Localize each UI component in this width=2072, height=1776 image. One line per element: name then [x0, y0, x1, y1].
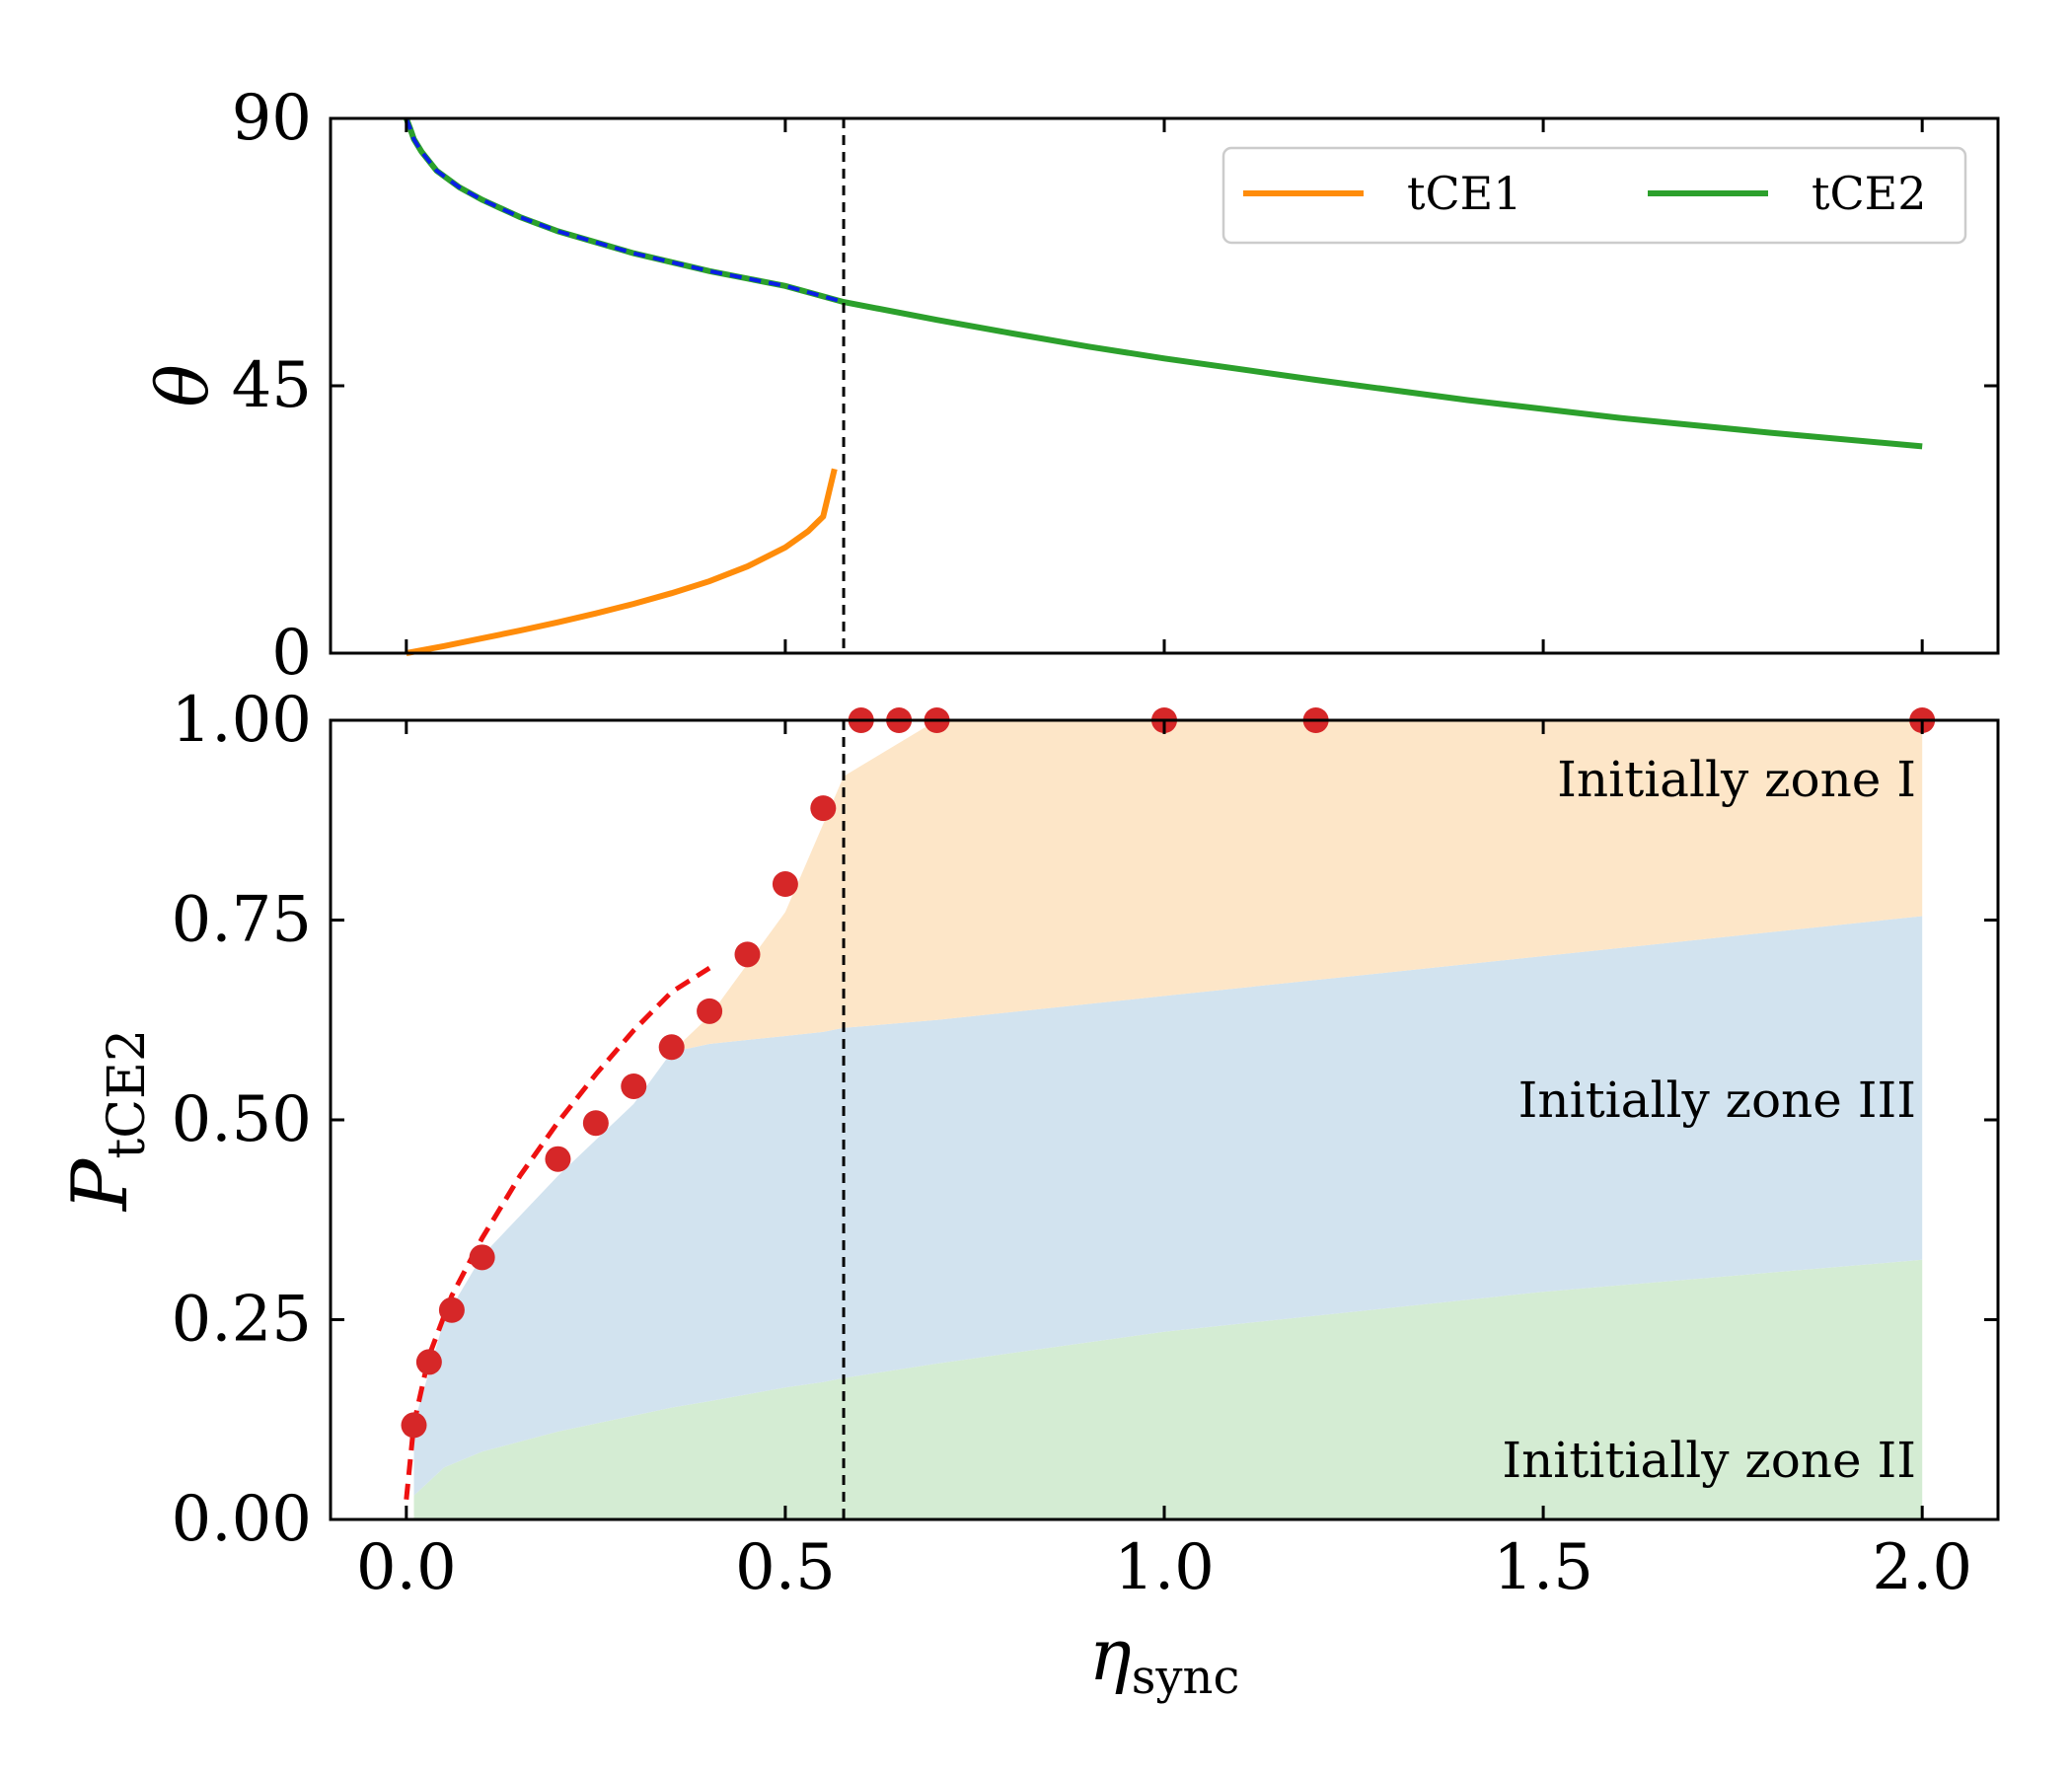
- legend-label-tce2: tCE2: [1812, 167, 1927, 220]
- svg-text:PtCE2: PtCE2: [56, 1029, 157, 1213]
- bottom-xlabel-var: η: [1089, 1613, 1132, 1696]
- data-points: [401, 707, 1936, 1439]
- top-ytick-label: 45: [232, 349, 312, 422]
- legend-frame: [1221, 146, 1967, 245]
- series-line-tce1: [406, 468, 838, 656]
- bottom-xtick-labels: 0.0 0.5 1.0 1.5 2.0: [356, 1531, 1972, 1604]
- bottom-ytick-label: 0.25: [172, 1284, 313, 1357]
- top-ticks: [331, 116, 1998, 655]
- bottom-ytick-label: 1.00: [172, 684, 313, 757]
- data-point: [582, 1110, 609, 1137]
- data-point: [415, 1349, 442, 1375]
- bottom-xtick-label: 1.5: [1493, 1531, 1593, 1604]
- data-point: [734, 941, 761, 968]
- data-point: [469, 1244, 495, 1271]
- bottom-ytick-label: 0.50: [172, 1083, 313, 1156]
- bottom-xtick-label: 0.0: [356, 1531, 457, 1604]
- bottom-xlabel-sub: sync: [1132, 1650, 1240, 1705]
- series-line-analytic-dashed: [404, 117, 845, 305]
- legend-label-tce1: tCE1: [1407, 167, 1522, 220]
- top-ylabel: θ: [141, 364, 224, 407]
- data-point: [697, 998, 723, 1024]
- fit-curve-group: [404, 965, 711, 1501]
- annotation-zone-1: Initially zone I: [1557, 751, 1916, 808]
- top-ytick-label: 0: [271, 617, 312, 690]
- bottom-ylabel-var: P: [56, 1157, 145, 1213]
- data-point: [810, 795, 837, 822]
- zone-bands: [413, 720, 1923, 1519]
- data-point: [621, 1073, 647, 1099]
- band-zone-2: [413, 1259, 1923, 1519]
- bottom-ylabel: PtCE2: [56, 1029, 157, 1213]
- annotation-zone-3: Initially zone III: [1518, 1072, 1916, 1129]
- top-panel: 0 45 90 θ tCE1 tCE2: [141, 82, 2000, 690]
- data-point: [545, 1146, 571, 1172]
- bottom-panel: 0.00 0.25 0.50 0.75 1.00 0.0 0.5 1.0 1.5…: [56, 684, 2000, 1705]
- bottom-xtick-label: 0.5: [735, 1531, 836, 1604]
- band-zone-1: [413, 720, 1923, 1424]
- bottom-xlabel: ηsync: [1089, 1613, 1240, 1705]
- bottom-ticks: [331, 718, 1998, 1521]
- bottom-ylabel-sub: tCE2: [98, 1029, 157, 1159]
- data-point: [658, 1034, 685, 1061]
- bottom-xtick-label: 1.0: [1114, 1531, 1215, 1604]
- bottom-ytick-label: 0.75: [172, 884, 313, 957]
- data-point: [772, 871, 798, 898]
- data-point: [438, 1296, 465, 1323]
- bottom-xtick-label: 2.0: [1872, 1531, 1972, 1604]
- band-zone-3: [413, 916, 1923, 1496]
- bottom-ytick-label: 0.00: [172, 1483, 313, 1556]
- top-ytick-labels: 0 45 90: [232, 82, 312, 690]
- fit-curve-dashed: [404, 965, 711, 1501]
- top-ytick-label: 90: [232, 82, 312, 155]
- legend: tCE1 tCE2: [1221, 146, 1967, 245]
- annotation-zone-2: Inititially zone II: [1502, 1432, 1916, 1489]
- data-point: [401, 1412, 427, 1439]
- bottom-ytick-labels: 0.00 0.25 0.50 0.75 1.00: [172, 684, 313, 1556]
- top-plot-lines: [403, 116, 1923, 656]
